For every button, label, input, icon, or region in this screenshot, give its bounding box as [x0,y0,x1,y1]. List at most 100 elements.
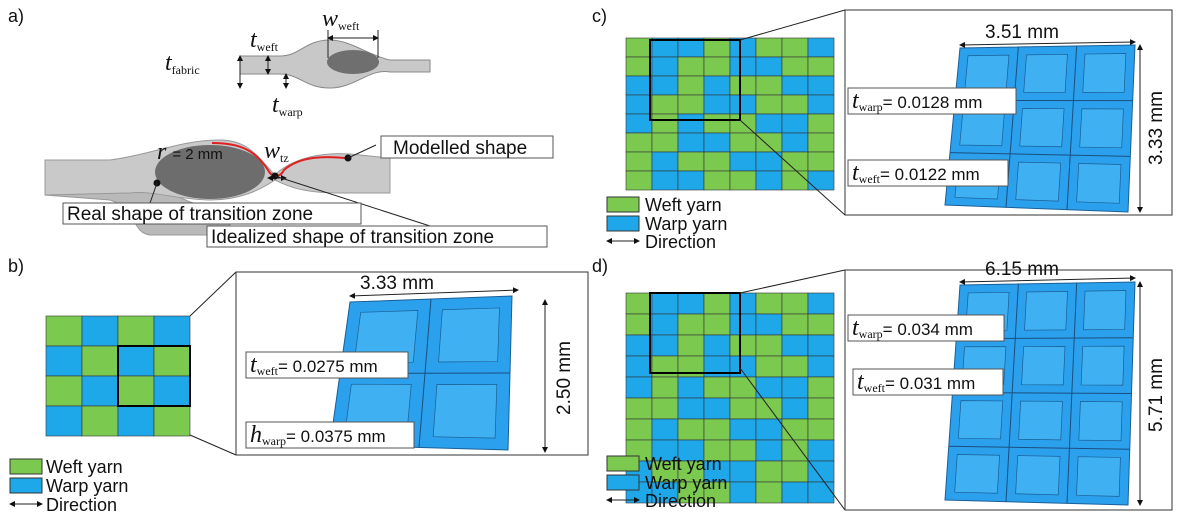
legend: Weft yarn Warp yarn Direction [607,454,727,511]
width-label: 3.51 mm [985,22,1059,43]
weave-cell [154,316,190,346]
weave-cell [652,171,678,190]
weave-cell [678,171,704,190]
weave-cell [626,95,652,114]
weave-cell [626,293,652,314]
weave-cell [626,57,652,76]
weave-cell [782,377,808,398]
tile-face [1022,346,1065,384]
yarn-sketch-top [240,30,430,88]
weave-cell [756,57,782,76]
callout: Modelled shape [393,138,527,159]
weave-cell [626,335,652,356]
weave-cell [756,38,782,57]
weave-pattern [46,316,190,436]
weave-cell [730,152,756,171]
weave-cell [626,377,652,398]
weave-cell [730,95,756,114]
weave-cell [808,171,834,190]
weave-cell [704,398,730,419]
weave-cell [652,152,678,171]
legend-label: Weft yarn [645,195,722,215]
weave-cell [704,57,730,76]
callout: Idealized shape of transition zone [211,227,494,248]
weave-cell [730,377,756,398]
weave-cell [704,293,730,314]
weave-cell [756,461,782,482]
weave-cell [46,316,82,346]
weave-cell [118,376,154,406]
tile-face [439,308,500,362]
weave-cell [756,95,782,114]
weave-cell [782,398,808,419]
yarn-model [945,45,1135,212]
dimension-label: wweft [322,6,360,33]
weave-cell [730,171,756,190]
weave-cell [808,293,834,314]
weave-cell [82,346,118,376]
weave-cell [626,38,652,57]
tile-face [433,384,497,438]
weave-cell [730,440,756,461]
weave-cell [808,114,834,133]
weave-cell [782,114,808,133]
weave-cell [626,76,652,95]
weave-cell [808,398,834,419]
tile-face [1076,457,1120,497]
weave-cell [82,316,118,346]
weave-cell [704,314,730,335]
tile-face [1020,109,1064,147]
weave-cell [756,398,782,419]
weave-cell [652,335,678,356]
dimension-label: tfabric [165,50,200,77]
tile-face [1081,346,1124,385]
weave-cell [808,133,834,152]
weave-cell [808,482,834,503]
weave-cell [782,38,808,57]
weave-cell [730,57,756,76]
tile-face [1024,54,1068,92]
tile-face [1019,401,1063,440]
dimension-label: tweft [250,27,279,54]
weave-cell [730,133,756,152]
weave-cell [730,314,756,335]
weave-cell [756,293,782,314]
weave-cell [652,133,678,152]
tile-face [958,401,1002,439]
weave-cell [118,346,154,376]
weave-cell [808,377,834,398]
weave-cell [808,76,834,95]
width-label: 6.15 mm [985,259,1059,280]
tile-face [1077,164,1121,204]
weave-cell [626,356,652,377]
weave-cell [626,314,652,335]
panel-label: d) [592,256,608,276]
weave-cell [756,114,782,133]
weave-cell [808,57,834,76]
weave-cell [704,114,730,133]
weave-cell [704,419,730,440]
weave-cell [782,57,808,76]
callout: Real shape of transition zone [67,204,313,225]
weave-cell [704,133,730,152]
weave-cell [730,293,756,314]
weave-cell [82,376,118,406]
weave-cell [652,419,678,440]
weave-cell [704,152,730,171]
weave-cell [808,440,834,461]
weave-cell [678,133,704,152]
weave-cell [756,76,782,95]
weave-cell [782,335,808,356]
weave-cell [652,57,678,76]
weave-cell [704,335,730,356]
weave-cell [782,95,808,114]
weave-cell [118,316,154,346]
weave-cell [154,406,190,436]
weave-cell [782,482,808,503]
weave-cell [678,419,704,440]
tile-face [1083,53,1126,92]
weave-cell [704,377,730,398]
height-label: 5.71 mm [1146,358,1167,432]
weave-cell [118,406,154,436]
weave-cell [678,57,704,76]
